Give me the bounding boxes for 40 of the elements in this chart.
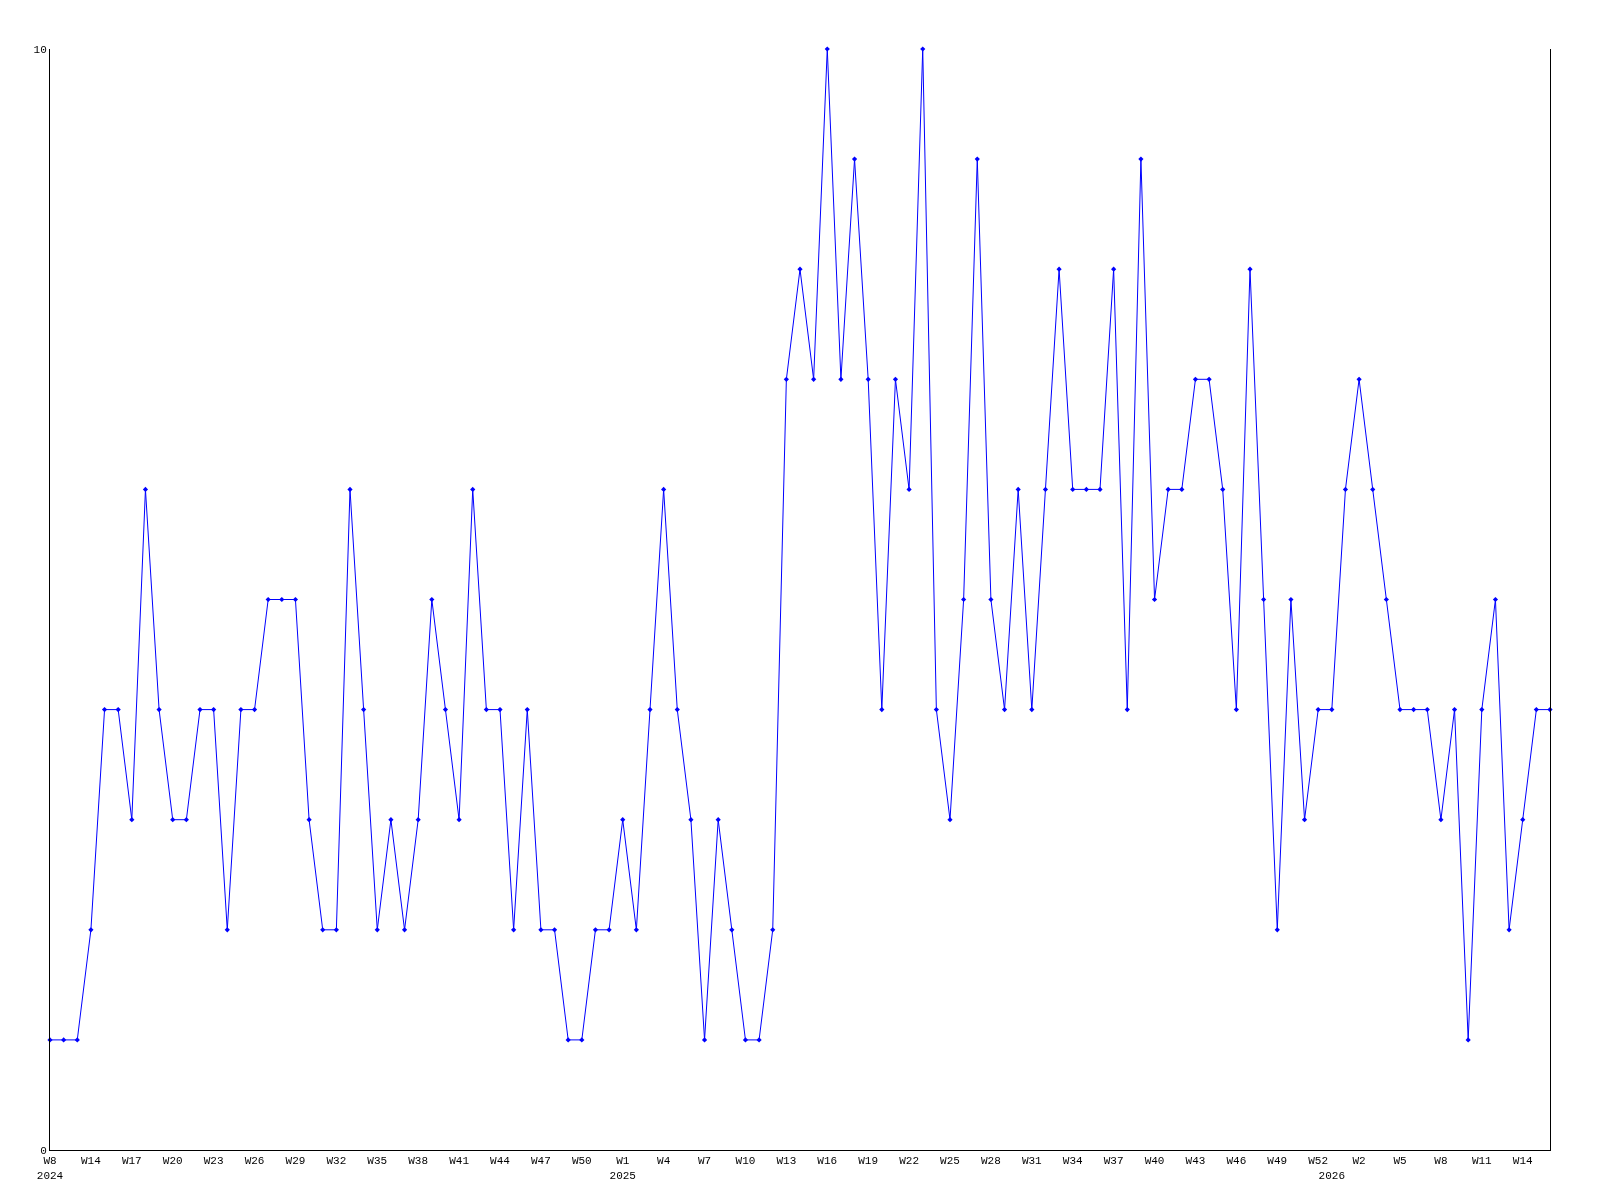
x-tick-label: W22: [899, 1155, 919, 1168]
x-tick-label: W8: [1434, 1155, 1448, 1168]
x-tick-label: W41: [449, 1155, 470, 1168]
x-tick-label: W38: [408, 1155, 429, 1168]
x-tick-label: W29: [285, 1155, 306, 1168]
x-tick-label: W46: [1226, 1155, 1247, 1168]
x-tick-label: W26: [244, 1155, 265, 1168]
x-tick-label: W1 2025: [609, 1155, 636, 1182]
x-tick-label: W35: [367, 1155, 388, 1168]
x-tick-label: W4: [657, 1155, 671, 1168]
x-tick-label: W49: [1267, 1155, 1288, 1168]
x-tick-label: W23: [203, 1155, 224, 1168]
x-tick-label: W20: [162, 1155, 183, 1168]
x-tick-label: W28: [981, 1155, 1001, 1168]
x-tick-label: W14: [1512, 1155, 1534, 1168]
x-tick-label: W25: [940, 1155, 960, 1168]
x-tick-label: W13: [776, 1155, 797, 1168]
x-tick-label: 2026: [1318, 1169, 1346, 1182]
x-tick-label: W5: [1393, 1155, 1407, 1168]
y-tick-label: 10: [33, 43, 47, 56]
x-tick-label: W17: [121, 1155, 142, 1168]
x-tick-label: W19: [858, 1155, 879, 1168]
x-tick-label: W16: [817, 1155, 838, 1168]
x-tick-label: W47: [531, 1155, 551, 1168]
x-tick-label: W7: [697, 1155, 712, 1168]
x-tick-label: W32: [326, 1155, 347, 1168]
x-tick-label: W14: [81, 1155, 102, 1168]
x-tick-label: W31: [1021, 1155, 1043, 1168]
x-tick-label: W44: [490, 1155, 511, 1168]
x-tick-label: W40: [1144, 1155, 1165, 1168]
x-tick-label: W34: [1062, 1155, 1084, 1168]
x-tick-label: W2: [1352, 1155, 1366, 1168]
x-tick-label: W8 2024: [36, 1155, 64, 1182]
x-tick-label: W10: [735, 1155, 756, 1168]
x-tick-label: W11: [1471, 1155, 1493, 1168]
y-tick-label: 0: [40, 1144, 47, 1157]
x-tick-label: W37: [1103, 1155, 1124, 1168]
x-tick-label: W43: [1185, 1155, 1206, 1168]
x-tick-label: W52: [1308, 1155, 1329, 1168]
x-tick-label: W50: [571, 1155, 592, 1168]
